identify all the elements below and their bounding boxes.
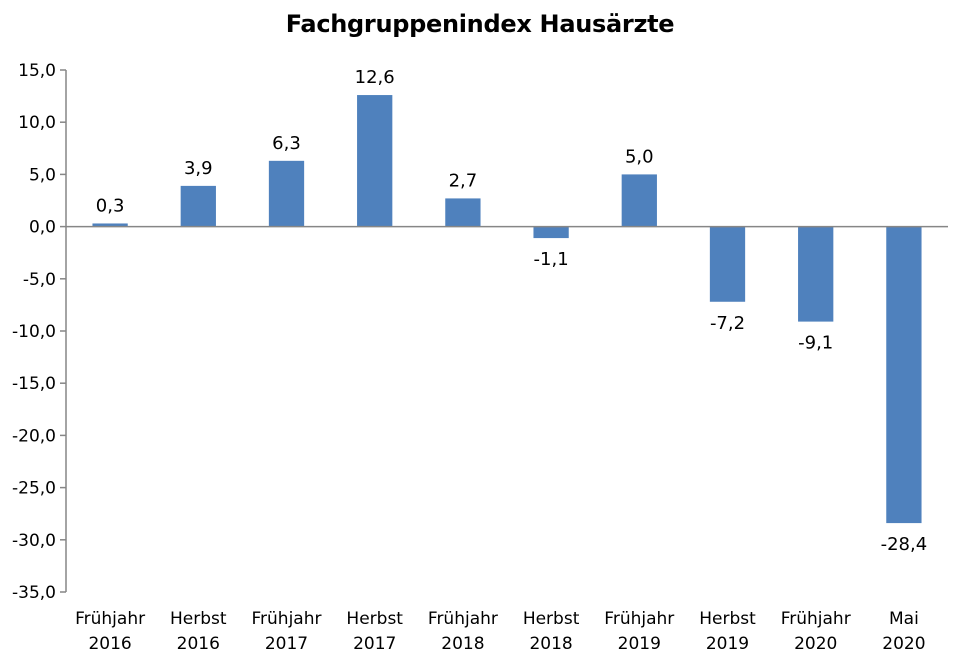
bar	[621, 174, 657, 227]
x-category-label: 2019	[618, 634, 661, 654]
bar	[533, 226, 569, 239]
x-category-label: Frühjahr	[428, 609, 498, 629]
data-label: 6,3	[272, 133, 301, 154]
x-category-label: 2020	[882, 634, 925, 654]
data-label: 2,7	[449, 170, 478, 191]
x-category-label: 2020	[794, 634, 837, 654]
data-label: -7,2	[710, 313, 745, 334]
y-tick-label: -25,0	[12, 479, 56, 499]
bar	[92, 223, 128, 227]
x-category-label: 2017	[265, 634, 308, 654]
y-tick-label: -20,0	[12, 426, 56, 446]
x-category-label: 2016	[88, 634, 131, 654]
y-tick-label: -35,0	[12, 583, 56, 603]
y-tick-label: -10,0	[12, 322, 56, 342]
bar	[180, 185, 216, 227]
x-category-label: Herbst	[699, 609, 756, 629]
y-tick-label: 15,0	[18, 61, 56, 81]
x-category-label: Frühjahr	[781, 609, 851, 629]
x-category-label: Frühjahr	[75, 609, 145, 629]
x-category-label: Frühjahr	[604, 609, 674, 629]
x-category-label: 2018	[529, 634, 572, 654]
x-category-label: 2017	[353, 634, 396, 654]
data-label: 5,0	[625, 146, 654, 167]
data-label: 12,6	[355, 67, 395, 88]
x-category-label: Herbst	[170, 609, 227, 629]
y-tick-label: -30,0	[12, 531, 56, 551]
data-label: -28,4	[881, 534, 928, 555]
bar	[709, 226, 746, 302]
x-category-label: 2019	[706, 634, 749, 654]
y-tick-label: 0,0	[29, 218, 56, 238]
x-category-label: Frühjahr	[252, 609, 322, 629]
x-category-label: 2018	[441, 634, 484, 654]
bar	[445, 198, 481, 227]
chart-title: Fachgruppenindex Hausärzte	[285, 10, 675, 38]
bar	[357, 95, 393, 227]
y-tick-label: 5,0	[29, 165, 56, 185]
x-category-label: Herbst	[523, 609, 580, 629]
y-tick-label: -5,0	[23, 270, 56, 290]
data-label: -1,1	[534, 249, 569, 270]
bar	[886, 226, 922, 524]
data-label: 0,3	[96, 195, 125, 216]
bar	[268, 160, 305, 227]
data-label: -9,1	[798, 333, 833, 354]
y-tick-label: 10,0	[18, 113, 56, 133]
x-category-label: 2016	[177, 634, 220, 654]
data-label: 3,9	[184, 158, 213, 179]
bar	[798, 226, 834, 322]
x-category-label: Mai	[889, 609, 919, 629]
x-category-label: Herbst	[346, 609, 403, 629]
y-tick-label: -15,0	[12, 374, 56, 394]
